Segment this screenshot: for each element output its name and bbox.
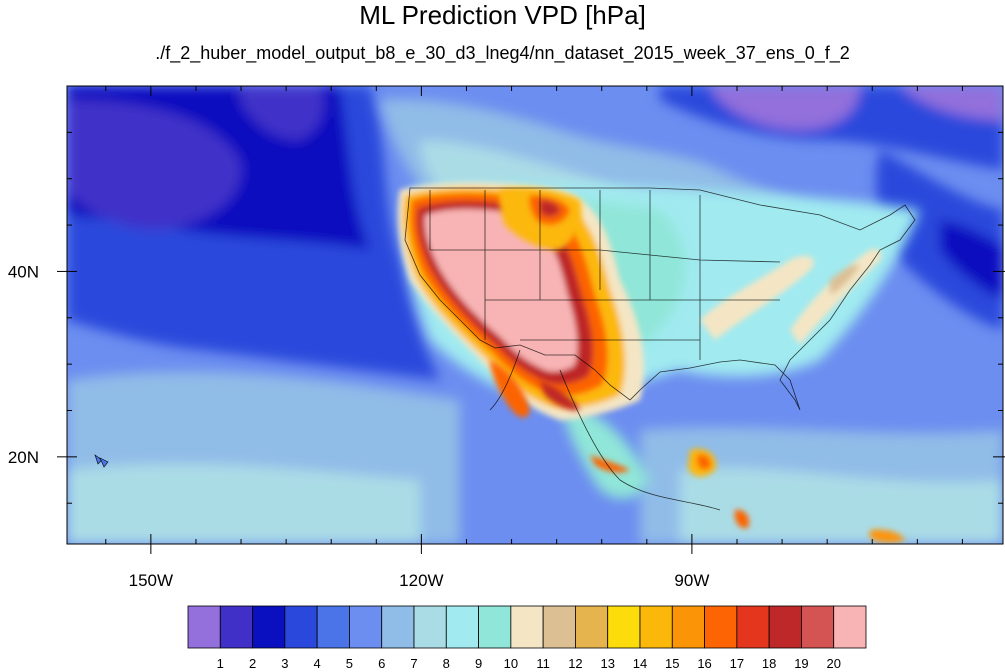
map-title: ML Prediction VPD [hPa] — [359, 0, 646, 30]
colorbar-bin — [510, 605, 544, 649]
colorbar-label: 19 — [794, 656, 808, 671]
colorbar-bin — [833, 605, 867, 649]
colorbar-bin — [252, 605, 286, 649]
colorbar-bin — [349, 605, 383, 649]
lat-tick-label: 20N — [8, 448, 39, 467]
field-appalachian-tan — [700, 255, 814, 340]
colorbar-bin — [316, 605, 350, 649]
colorbar-label: 11 — [536, 656, 550, 671]
map-borders — [404, 187, 916, 511]
map-subtitle: ./f_2_huber_model_output_b8_e_30_d3_lneg… — [155, 43, 850, 63]
colorbar-bin — [284, 605, 318, 649]
field-pacific-purple — [67, 100, 242, 230]
colorbar-label: 17 — [730, 656, 744, 671]
colorbar-label: 10 — [504, 656, 518, 671]
colorbar-bin — [413, 605, 447, 649]
colorbar-bin — [736, 605, 770, 649]
field-caribbean-pale — [680, 467, 1003, 544]
colorbar-bin — [219, 605, 253, 649]
colorbar-label: 14 — [633, 656, 647, 671]
colorbar-label: 13 — [600, 656, 614, 671]
colorbar-label: 4 — [314, 656, 321, 671]
hawaii-islands — [94, 454, 109, 468]
colorbar-bin — [575, 605, 609, 649]
colorbar-label: 6 — [378, 656, 385, 671]
field-atlantic-blue — [876, 150, 1003, 330]
colorbar-label: 16 — [697, 656, 711, 671]
colorbar-bin — [801, 605, 835, 649]
colorbar-label: 20 — [826, 656, 840, 671]
colorbar-bin — [704, 605, 738, 649]
colorbar-bin — [542, 605, 576, 649]
colorbar-label: 15 — [665, 656, 679, 671]
colorbar-bin — [381, 605, 415, 649]
colorbar-label: 9 — [475, 656, 482, 671]
colorbar-label: 5 — [346, 656, 353, 671]
colorbar-label: 3 — [281, 656, 288, 671]
lon-tick-label: 150W — [129, 571, 173, 590]
colorbar-label: 18 — [762, 656, 776, 671]
field-south-pale — [67, 463, 420, 544]
colorbar-label: 7 — [410, 656, 417, 671]
colorbar-label: 2 — [249, 656, 256, 671]
colorbar-bin — [187, 605, 221, 649]
lon-tick-label: 90W — [674, 571, 709, 590]
field-western-heat — [398, 182, 644, 420]
lon-tick-label: 120W — [399, 571, 443, 590]
lat-tick-label: 40N — [8, 262, 39, 281]
colorbar-bin — [671, 605, 705, 649]
colorbar-bin — [478, 605, 512, 649]
axis-ticks: 150W 120W 90W 40N 20N — [8, 86, 1005, 590]
colorbar: 1 2 3 4 5 6 7 8 9 10 11 12 13 14 15 16 17 18 19 20 — [187, 605, 867, 671]
map-field — [67, 86, 1003, 544]
field-mexico-teal — [560, 400, 650, 499]
colorbar-label: 12 — [568, 656, 582, 671]
colorbar-bin — [445, 605, 479, 649]
field-hudson-purple — [710, 86, 860, 130]
colorbar-label: 8 — [443, 656, 450, 671]
colorbar-bin — [639, 605, 673, 649]
colorbar-bin — [768, 605, 802, 649]
map-frame — [66, 85, 1004, 545]
colorbar-bin — [607, 605, 641, 649]
colorbar-label: 1 — [217, 656, 224, 671]
